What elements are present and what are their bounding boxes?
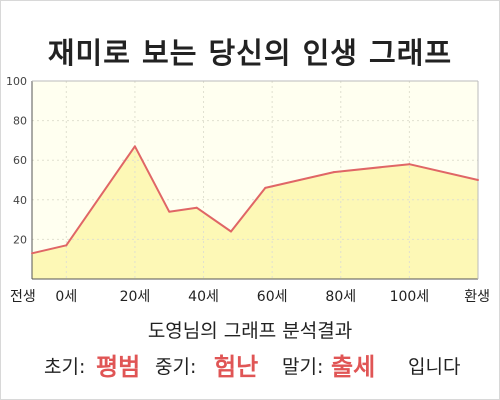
x-tick-label: 100세 [390, 289, 430, 305]
x-tick-label: 환생 [464, 289, 490, 305]
area-fill [32, 146, 478, 279]
analysis-subtitle: 도영님의 그래프 분석결과 [147, 320, 353, 342]
late-stage-value: 출세 [331, 353, 376, 381]
data-point [168, 210, 171, 213]
analysis-result-line: 초기: 평범 중기: 험난 말기: 출세 입니다 [0, 345, 500, 381]
data-point [229, 230, 232, 233]
mid-stage-label: 중기: [155, 356, 197, 378]
y-tick-label: 100 [6, 75, 27, 88]
data-point [264, 186, 267, 189]
x-tick-label: 40세 [188, 289, 219, 305]
y-tick-label: 40 [13, 194, 27, 207]
data-point [31, 252, 33, 255]
early-stage-value: 평범 [96, 353, 141, 381]
data-point [195, 206, 198, 209]
late-stage-label: 말기: [282, 356, 324, 378]
data-point [133, 145, 136, 148]
x-tick-label: 전생 [10, 289, 36, 305]
x-tick-label: 0세 [55, 289, 77, 305]
data-point [332, 171, 335, 174]
data-point [477, 179, 479, 181]
chart-title: 재미로 보는 당신의 인생 그래프 [47, 36, 453, 70]
data-point [65, 244, 68, 247]
y-tick-label: 60 [13, 154, 27, 167]
y-tick-label: 80 [13, 115, 27, 128]
x-tick-label: 20세 [120, 289, 151, 305]
x-tick-label: 60세 [257, 289, 288, 305]
y-tick-label: 20 [13, 233, 27, 246]
early-stage-label: 초기: [44, 356, 86, 378]
data-point [408, 163, 411, 166]
x-tick-label: 80세 [325, 289, 356, 305]
mid-stage-value: 험난 [214, 353, 259, 381]
data-point [298, 179, 301, 181]
ending-text: 입니다 [408, 356, 461, 378]
